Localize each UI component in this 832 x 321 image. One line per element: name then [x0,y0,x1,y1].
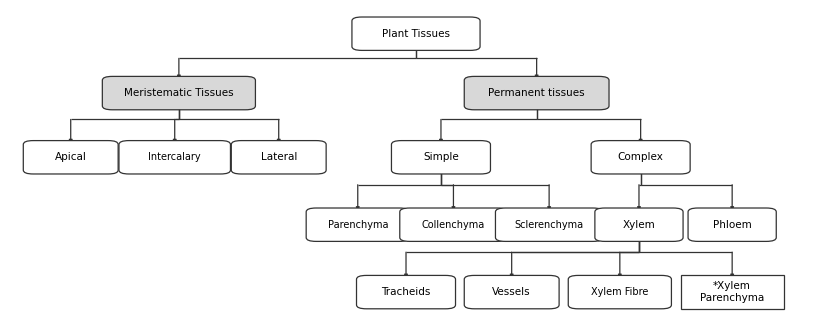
FancyBboxPatch shape [306,208,409,241]
FancyBboxPatch shape [464,76,609,110]
FancyBboxPatch shape [352,17,480,50]
FancyBboxPatch shape [119,141,230,174]
Text: Plant Tissues: Plant Tissues [382,29,450,39]
Text: Xylem Fibre: Xylem Fibre [592,287,648,297]
Text: Parenchyma: Parenchyma [328,220,388,230]
Text: Complex: Complex [617,152,664,162]
Text: Permanent tissues: Permanent tissues [488,88,585,98]
Text: Lateral: Lateral [260,152,297,162]
Text: Apical: Apical [55,152,87,162]
FancyBboxPatch shape [400,208,508,241]
Text: Xylem: Xylem [622,220,656,230]
FancyBboxPatch shape [595,208,683,241]
Text: Tracheids: Tracheids [381,287,431,297]
FancyBboxPatch shape [496,208,602,241]
FancyBboxPatch shape [688,208,776,241]
FancyBboxPatch shape [357,275,456,309]
FancyBboxPatch shape [23,141,118,174]
Text: Meristematic Tissues: Meristematic Tissues [124,88,234,98]
FancyBboxPatch shape [568,275,671,309]
FancyBboxPatch shape [464,275,559,309]
FancyBboxPatch shape [102,76,255,110]
Text: Phloem: Phloem [713,220,751,230]
Text: Vessels: Vessels [493,287,531,297]
Text: Simple: Simple [423,152,458,162]
Text: Collenchyma: Collenchyma [422,220,485,230]
Text: Sclerenchyma: Sclerenchyma [514,220,584,230]
FancyBboxPatch shape [681,275,784,309]
Text: *Xylem
Parenchyma: *Xylem Parenchyma [700,281,765,303]
FancyBboxPatch shape [392,141,491,174]
FancyBboxPatch shape [591,141,691,174]
FancyBboxPatch shape [231,141,326,174]
Text: Intercalary: Intercalary [148,152,201,162]
